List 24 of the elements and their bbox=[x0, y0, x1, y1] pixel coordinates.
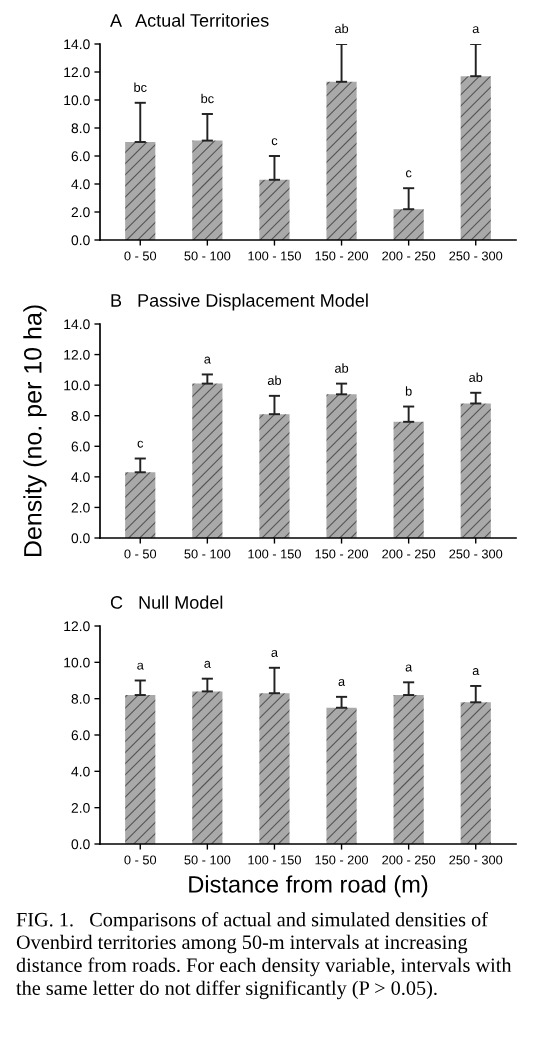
bar bbox=[460, 702, 491, 844]
chart-title: B Passive Displacement Model bbox=[111, 293, 368, 311]
bar bbox=[125, 695, 156, 844]
bar bbox=[259, 414, 290, 538]
bar bbox=[125, 472, 156, 538]
chart-title: A Actual Territories bbox=[110, 13, 269, 27]
bar bbox=[259, 179, 290, 240]
bar bbox=[192, 691, 223, 844]
bar bbox=[393, 209, 424, 240]
chart-title: C Null Model bbox=[110, 595, 223, 609]
bar bbox=[393, 695, 424, 844]
bar bbox=[326, 707, 357, 844]
bar bbox=[393, 421, 424, 538]
bar bbox=[259, 693, 290, 844]
y-axis-title: Density (no. per 10 ha) bbox=[23, 305, 47, 557]
bar bbox=[192, 383, 223, 538]
bar bbox=[326, 81, 357, 240]
bar bbox=[326, 394, 357, 538]
caption: FIG. 1. Comparisons of actual and simulated densities of Ovenbird territories among 50-m intervals at increasing distance from roads. For each density variable, intervals with the same letter do not differ significantly (P > 0.05). bbox=[16, 912, 512, 1000]
bar bbox=[460, 76, 491, 240]
bar bbox=[460, 403, 491, 538]
x-axis-title: Distance from road (m) bbox=[189, 875, 428, 898]
bar bbox=[125, 142, 156, 240]
bar bbox=[192, 140, 223, 240]
